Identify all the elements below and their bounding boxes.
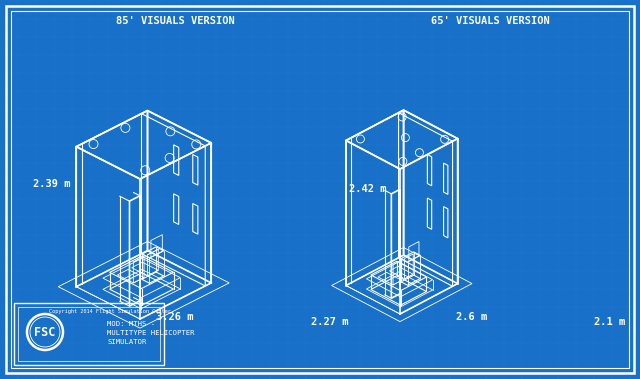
- Bar: [18, 307, 160, 361]
- Text: 2.42 m: 2.42 m: [349, 184, 387, 194]
- Text: 2.39 m: 2.39 m: [33, 179, 71, 189]
- Text: 85' VISUALS VERSION: 85' VISUALS VERSION: [116, 16, 234, 26]
- Text: 3.26 m: 3.26 m: [156, 312, 194, 322]
- Text: 65' VISUALS VERSION: 65' VISUALS VERSION: [431, 16, 549, 26]
- Text: Copyright 2014 Flight Simulation Center: Copyright 2014 Flight Simulation Center: [49, 309, 171, 313]
- Text: MULTITYPE HELICOPTER: MULTITYPE HELICOPTER: [107, 330, 195, 336]
- Text: MOD: MTHS -: MOD: MTHS -: [107, 321, 155, 327]
- Text: 2.6 m: 2.6 m: [456, 312, 488, 322]
- Text: 2.27 m: 2.27 m: [311, 317, 349, 327]
- Text: 2.1 m: 2.1 m: [595, 317, 626, 327]
- Bar: [14, 303, 164, 365]
- Text: FSC: FSC: [35, 326, 56, 338]
- Text: SIMULATOR: SIMULATOR: [107, 339, 147, 345]
